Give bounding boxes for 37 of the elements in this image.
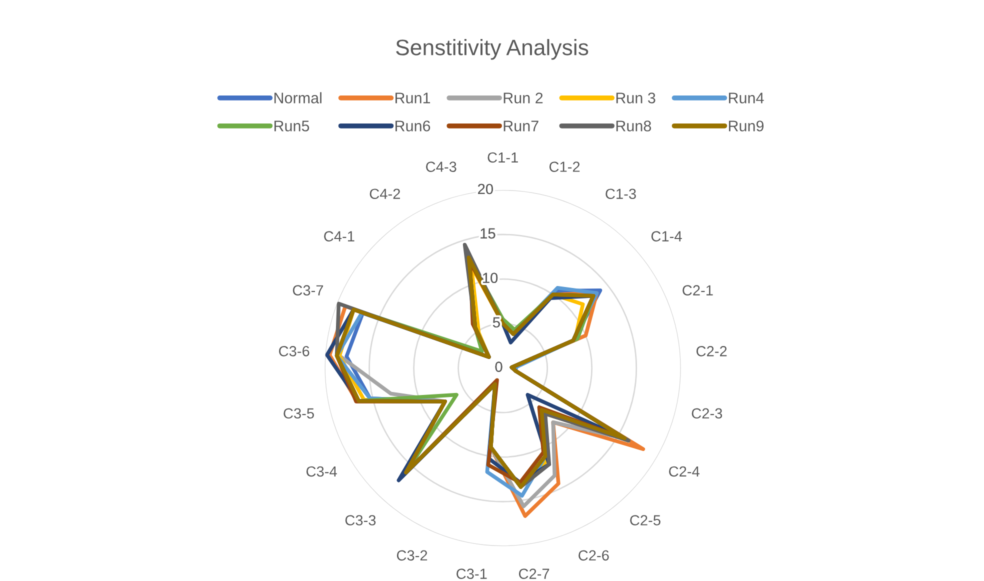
- y-tick-label: 10: [483, 272, 498, 284]
- spoke-label: C3-6: [279, 346, 310, 356]
- spoke-label: C1-2: [549, 162, 580, 172]
- legend-label: Run 2: [504, 92, 543, 104]
- spoke-label: C2-5: [630, 515, 660, 526]
- spoke-label: C2-7: [518, 568, 550, 579]
- spoke-label: C1-1: [488, 152, 518, 163]
- spoke-label: C2-3: [692, 408, 722, 419]
- legend-label: Run9: [728, 120, 764, 132]
- spoke-label: C1-3: [606, 188, 636, 200]
- spoke-label: C4-3: [426, 162, 456, 172]
- chart-title: Senstitivity Analysis: [396, 39, 588, 60]
- spoke-label: C3-2: [396, 550, 428, 561]
- spoke-label: C2-2: [696, 346, 727, 356]
- spoke-label: C3-5: [284, 408, 314, 419]
- y-tick-label: 0: [495, 362, 502, 372]
- y-tick-label: 20: [478, 184, 493, 194]
- legend-label: Run7: [504, 120, 538, 132]
- spoke-label: C3-4: [306, 466, 337, 477]
- legend-label: Run8: [616, 120, 652, 132]
- legend-label: Run6: [396, 120, 430, 132]
- legend-label: Run1: [396, 92, 430, 104]
- spoke-label: C3-7: [292, 285, 324, 296]
- legend-label: Run4: [728, 92, 764, 104]
- spoke-label: C3-1: [456, 568, 487, 579]
- spoke-label: C2-4: [669, 466, 700, 477]
- legend-label: Run 3: [616, 92, 656, 104]
- spoke-label: C3-3: [345, 515, 376, 526]
- y-tick-label: 15: [480, 228, 496, 239]
- spoke-label: C2-1: [682, 285, 713, 296]
- spoke-label: C1-4: [651, 231, 682, 242]
- spoke-label: C4-1: [324, 231, 354, 242]
- spoke-label: C2-6: [578, 550, 609, 561]
- legend-label: Run5: [274, 120, 310, 132]
- spoke-label: C4-2: [370, 188, 400, 200]
- legend-label: Normal: [274, 92, 322, 104]
- y-tick-label: 5: [492, 317, 500, 328]
